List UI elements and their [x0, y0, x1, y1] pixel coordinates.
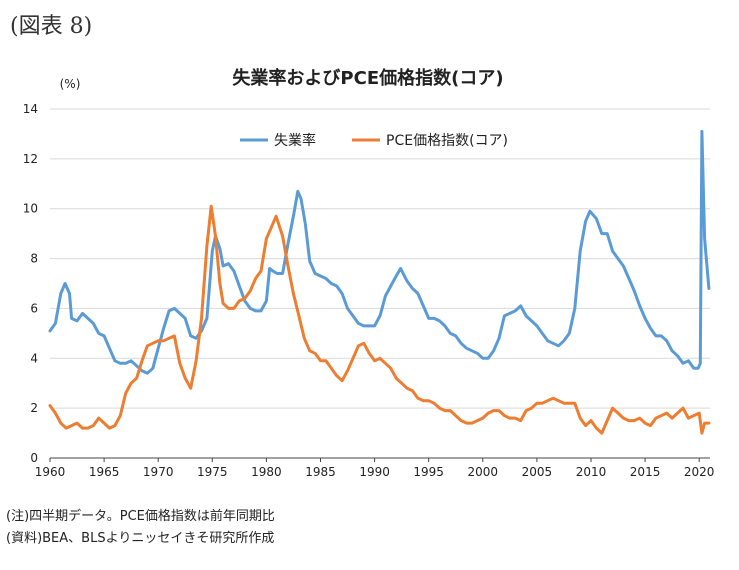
x-tick-label: 1985	[305, 465, 336, 479]
footnote-source: (資料)BEA、BLSよりニッセイきそ研究所作成	[6, 531, 275, 546]
series-line-unemployment	[48, 129, 711, 375]
y-tick-label: 8	[30, 252, 38, 266]
y-tick-label: 4	[30, 351, 38, 365]
x-tick-label: 1990	[359, 465, 390, 479]
y-tick-label: 14	[23, 102, 38, 116]
x-tick-label: 2020	[684, 465, 715, 479]
x-tick-label: 1960	[35, 465, 66, 479]
series-layer	[48, 129, 711, 435]
y-tick-label: 2	[30, 401, 38, 415]
x-tick-labels: 1960 1965 1970 1975 1980 1985 1990 1995 2000 2005…	[35, 458, 715, 479]
y-tick-label: 0	[30, 451, 38, 465]
x-tick-label: 1975	[197, 465, 228, 479]
x-tick-label: 1995	[413, 465, 444, 479]
y-tick-label: 6	[30, 301, 38, 315]
x-tick-label: 2000	[468, 465, 499, 479]
series-line-pce-core	[48, 204, 711, 435]
x-tick-label: 2005	[522, 465, 553, 479]
legend: 失業率 PCE価格指数(コア)	[240, 132, 508, 149]
chart-title: 失業率およびPCE価格指数(コア)	[232, 67, 503, 89]
gridlines	[50, 108, 710, 409]
legend-label-pce: PCE価格指数(コア)	[386, 133, 508, 149]
x-tick-label: 2010	[576, 465, 607, 479]
y-tick-label: 12	[23, 152, 38, 166]
y-tick-label: 10	[23, 202, 38, 216]
figure-label: (図表 8)	[10, 14, 93, 39]
x-tick-label: 1965	[89, 465, 120, 479]
footnote-note: (注)四半期データ。PCE価格指数は前年同期比	[6, 509, 275, 524]
y-tick-labels: 0 2 4 6 8 10 12 14	[23, 102, 38, 465]
x-tick-label: 2015	[630, 465, 661, 479]
x-tick-label: 1980	[251, 465, 282, 479]
x-tick-label: 1970	[143, 465, 174, 479]
legend-label-unemployment: 失業率	[274, 132, 316, 149]
y-axis-label: (%)	[60, 77, 81, 91]
